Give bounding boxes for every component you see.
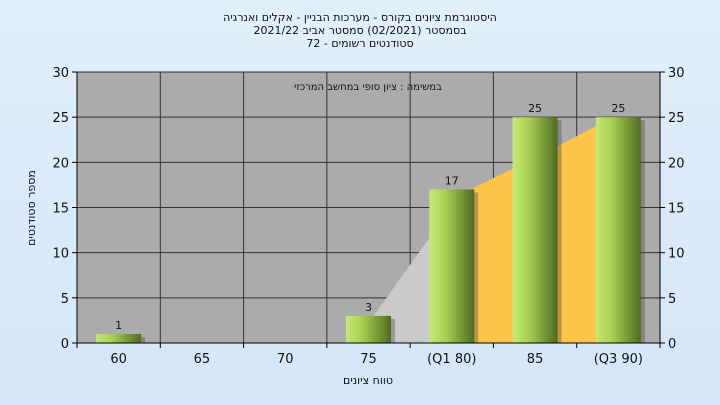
- bar-value-label: 17: [445, 174, 459, 187]
- x-axis-ticks: 60 65 70 75 (Q1 80) 85 (Q3 90): [76, 343, 661, 367]
- bars: [96, 117, 645, 344]
- y-tick-label-right: 0: [668, 337, 676, 352]
- bar: [346, 315, 391, 343]
- x-tick-label: 60: [110, 352, 127, 367]
- x-tick-label: 65: [194, 352, 211, 367]
- y-axis-label: מספר סטודנטים: [25, 170, 38, 246]
- axes: [73, 72, 664, 347]
- x-tick-label: 75: [360, 352, 377, 367]
- x-tick-label: (Q1 80): [427, 352, 476, 367]
- chart-title: היסטוגרמת ציונים בקורס - מערכות הבניין -…: [223, 11, 497, 50]
- y-axis-left-ticks: 0 5 10 15 20 25 30: [52, 66, 77, 352]
- x-tick-label: (Q3 90): [594, 352, 643, 367]
- bar: [96, 333, 142, 343]
- y-tick-label-left: 5: [61, 292, 69, 307]
- y-tick-label-right: 15: [668, 202, 685, 217]
- y-tick-label-right: 20: [668, 156, 685, 171]
- y-tick-label-right: 25: [668, 111, 685, 126]
- bar: [512, 117, 558, 344]
- y-tick-label-right: 30: [668, 66, 685, 81]
- chart-subtitle: במשימה : ציון סופי במחשב המרכזי: [294, 82, 442, 93]
- bar-labels: 1 3 17 25 25: [115, 102, 625, 332]
- y-tick-label-right: 5: [668, 292, 676, 307]
- y-tick-label-left: 20: [52, 156, 69, 171]
- bar-value-label: 25: [611, 102, 625, 115]
- y-tick-label-left: 30: [52, 66, 69, 81]
- x-tick-label: 85: [527, 352, 544, 367]
- y-tick-label-right: 10: [668, 247, 685, 262]
- x-axis-label: טווח ציונים: [343, 374, 393, 387]
- y-tick-label-left: 15: [52, 202, 69, 217]
- x-tick-label: 70: [277, 352, 294, 367]
- y-tick-label-left: 10: [52, 247, 69, 262]
- y-tick-label-left: 0: [61, 337, 69, 352]
- bar-value-label: 3: [365, 301, 372, 314]
- chart-title-line-1: היסטוגרמת ציונים בקורס - מערכות הבניין -…: [223, 11, 497, 24]
- bar-value-label: 1: [115, 319, 122, 332]
- y-axis-right-ticks: 0 5 10 15 20 25 30: [660, 66, 685, 352]
- bar: [429, 189, 475, 343]
- chart-title-line-3: סטודנטים רשומים - 72: [306, 37, 413, 50]
- y-tick-label-left: 25: [52, 111, 69, 126]
- chart-title-line-2: בסמסטר (02/2021) סמסטר אביב 2021/22: [253, 24, 466, 37]
- bar: [595, 117, 641, 344]
- bar-value-label: 25: [528, 102, 542, 115]
